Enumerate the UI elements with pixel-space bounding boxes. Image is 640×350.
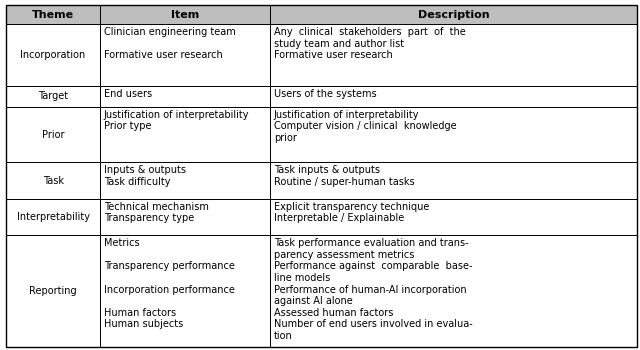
Text: Task: Task [42, 176, 63, 186]
Bar [6, 162, 100, 199]
Bar [100, 86, 270, 107]
Bar [270, 162, 637, 199]
Text: Target: Target [38, 91, 68, 101]
Text: Task inputs & outputs
Routine / super-human tasks: Task inputs & outputs Routine / super-hu… [274, 165, 414, 187]
Text: Reporting: Reporting [29, 286, 77, 296]
Bar [6, 86, 100, 107]
Bar [100, 5, 270, 25]
Bar [6, 235, 100, 346]
Text: Inputs & outputs
Task difficulty: Inputs & outputs Task difficulty [104, 165, 186, 187]
Text: Task performance evaluation and trans-
parency assessment metrics
Performance ag: Task performance evaluation and trans- p… [274, 238, 472, 341]
Bar [100, 235, 270, 346]
Text: Description: Description [417, 10, 489, 20]
Bar [6, 107, 100, 162]
Bar [270, 5, 637, 25]
Text: Theme: Theme [32, 10, 74, 20]
Text: Item: Item [171, 10, 199, 20]
Bar [100, 107, 270, 162]
Text: Incorporation: Incorporation [20, 50, 86, 60]
Text: Prior: Prior [42, 130, 64, 140]
Text: Interpretability: Interpretability [17, 212, 90, 222]
Bar [270, 25, 637, 86]
Text: Technical mechanism
Transparency type: Technical mechanism Transparency type [104, 202, 209, 223]
Bar [270, 235, 637, 346]
Text: Justification of interpretability
Computer vision / clinical  knowledge
prior: Justification of interpretability Comput… [274, 110, 456, 143]
Text: Explicit transparency technique
Interpretable / Explainable: Explicit transparency technique Interpre… [274, 202, 429, 223]
Bar [270, 199, 637, 235]
Bar [100, 199, 270, 235]
Text: Justification of interpretability
Prior type: Justification of interpretability Prior … [104, 110, 249, 131]
Bar [100, 25, 270, 86]
Text: Clinician engineering team

Formative user research: Clinician engineering team Formative use… [104, 27, 236, 61]
Bar [270, 107, 637, 162]
Bar [6, 25, 100, 86]
Text: Any  clinical  stakeholders  part  of  the
study team and author list
Formative : Any clinical stakeholders part of the st… [274, 27, 465, 61]
Text: End users: End users [104, 89, 152, 99]
Text: Metrics

Transparency performance

Incorporation performance

Human factors
Huma: Metrics Transparency performance Incorpo… [104, 238, 234, 329]
Bar [6, 199, 100, 235]
Bar [270, 86, 637, 107]
Bar [100, 162, 270, 199]
Bar [6, 5, 100, 25]
Text: Users of the systems: Users of the systems [274, 89, 376, 99]
